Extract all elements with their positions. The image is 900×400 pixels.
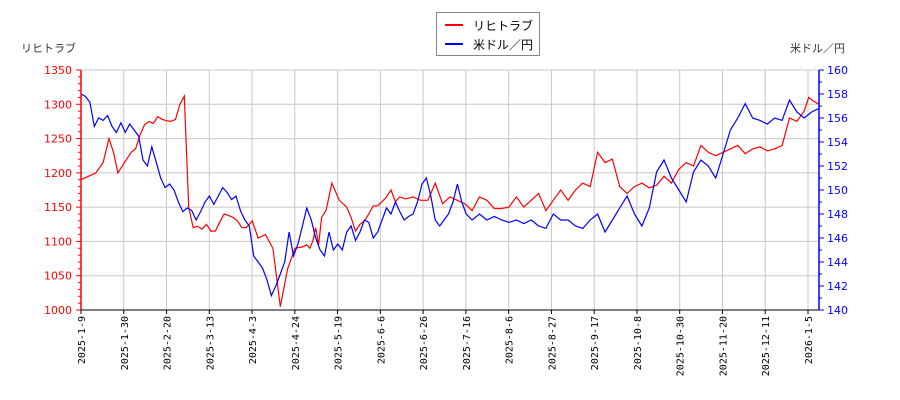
x-tick-label: 2025-2-20	[163, 316, 174, 370]
right-tick-label: 152	[827, 160, 848, 173]
right-axis-title: 米ドル／円	[790, 42, 845, 55]
left-tick-label: 1000	[44, 304, 72, 317]
x-tick-label: 2025-6-26	[419, 316, 430, 370]
legend: リヒトラブ 米ドル／円	[436, 12, 540, 56]
series-line	[80, 93, 820, 298]
right-tick-label: 142	[827, 280, 848, 293]
right-tick-label: 146	[827, 232, 848, 245]
left-tick-label: 1200	[44, 167, 72, 180]
right-tick-label: 140	[827, 304, 848, 317]
x-tick-label: 2025-1-30	[120, 316, 131, 370]
x-tick-label: 2025-8-27	[547, 316, 558, 370]
legend-label: リヒトラブ	[473, 18, 534, 33]
left-axis-title: リヒトラブ	[21, 42, 76, 55]
right-tick-label: 150	[827, 184, 848, 197]
right-tick-label: 148	[827, 208, 848, 221]
legend-label: 米ドル／円	[473, 37, 534, 52]
left-tick-label: 1100	[44, 235, 72, 248]
x-tick-label: 2026-1-5	[804, 316, 815, 364]
grid-lines	[80, 69, 819, 311]
x-tick-label: 2025-4-24	[291, 316, 302, 370]
left-tick-label: 1150	[44, 201, 72, 214]
x-tick-label: 2025-12-11	[761, 316, 772, 376]
x-tick-label: 2025-5-19	[334, 316, 345, 370]
x-tick-label: 2025-10-8	[633, 316, 644, 370]
right-tick-label: 154	[827, 136, 848, 149]
legend-item-usdjpy: 米ドル／円	[445, 35, 533, 53]
right-tick-label: 156	[827, 112, 848, 125]
right-tick-label: 160	[827, 64, 848, 77]
x-tick-label: 2025-6-6	[376, 316, 387, 364]
left-tick-label: 1050	[44, 270, 72, 283]
x-tick-label: 2025-9-17	[590, 316, 601, 370]
x-tick-label: 2025-8-6	[505, 316, 516, 364]
legend-swatch-red	[445, 24, 463, 26]
x-tick-label: 2025-11-20	[718, 316, 729, 376]
right-tick-label: 158	[827, 88, 848, 101]
x-tick-label: 2025-10-30	[676, 316, 687, 376]
x-tick-label: 2025-7-16	[462, 316, 473, 370]
right-tick-label: 144	[827, 256, 848, 269]
legend-swatch-blue	[445, 43, 463, 45]
series-lines	[80, 93, 820, 307]
legend-item-lihit-lab: リヒトラブ	[445, 16, 533, 34]
left-tick-label: 1350	[44, 64, 72, 77]
left-tick-label: 1300	[44, 98, 72, 111]
axes: 1000 1050 1100 1150 1200 1250 1300 1350 140 142 14…	[44, 64, 848, 376]
x-tick-label: 2025-1-9	[77, 316, 88, 364]
x-tick-label: 2025-4-3	[248, 316, 259, 364]
series-line	[80, 93, 820, 307]
left-tick-label: 1250	[44, 133, 72, 146]
x-tick-label: 2025-3-13	[205, 316, 216, 370]
